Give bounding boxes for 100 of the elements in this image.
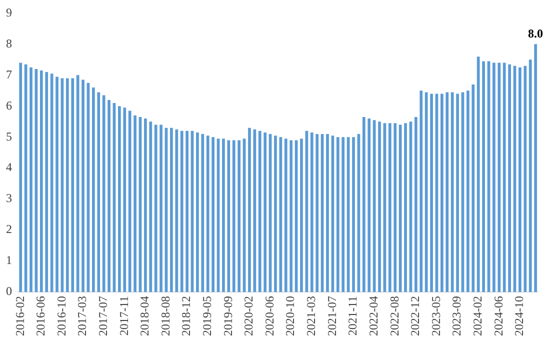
x-tick-label: 2020-10	[283, 296, 298, 336]
bar	[238, 140, 240, 292]
bar	[123, 108, 126, 292]
bar	[528, 60, 532, 292]
y-tick-label: 3	[6, 191, 12, 206]
bar	[134, 115, 136, 292]
x-tick-label: 2016-06	[34, 296, 48, 336]
bar	[502, 62, 506, 292]
bar	[368, 118, 371, 292]
bar	[175, 129, 178, 292]
bar	[450, 92, 454, 292]
bar	[284, 138, 288, 292]
bar	[534, 44, 537, 292]
bar	[45, 72, 48, 292]
bar	[258, 130, 262, 292]
x-tick-label: 2024-02	[470, 296, 484, 336]
bar	[128, 110, 132, 292]
bar	[424, 92, 428, 292]
bar	[336, 137, 340, 292]
bar	[492, 62, 496, 292]
y-tick-label: 9	[6, 5, 12, 20]
bar	[56, 76, 58, 292]
bar	[201, 134, 204, 292]
bar	[222, 138, 225, 292]
bar	[212, 137, 214, 292]
bar	[92, 88, 95, 292]
bar	[326, 134, 329, 292]
bar	[524, 66, 527, 292]
bar	[404, 123, 407, 292]
bar	[206, 136, 210, 292]
bar	[102, 95, 106, 292]
bar	[440, 94, 444, 292]
bar	[498, 62, 501, 292]
x-tick-label: 2018-08	[158, 296, 172, 336]
x-tick-label: 2020-06	[262, 296, 276, 336]
bar	[420, 90, 423, 292]
x-tick-label: 2022-04	[366, 296, 380, 336]
x-tick-label: 2022-12	[408, 296, 422, 336]
x-tick-label: 2016-10	[54, 296, 68, 336]
bar	[264, 132, 267, 292]
bar	[160, 124, 162, 292]
bar	[66, 78, 69, 292]
bar	[40, 70, 43, 292]
x-tick-label: 2016-02	[12, 296, 27, 336]
bar	[316, 134, 319, 292]
bar	[196, 132, 199, 292]
bar	[108, 100, 110, 292]
bar	[394, 123, 397, 292]
bar	[466, 90, 470, 292]
bar	[430, 94, 433, 292]
y-tick-label: 8	[6, 36, 12, 50]
x-tick-label: 2021-11	[346, 296, 360, 336]
bar	[508, 64, 511, 292]
x-tick-label: 2019-05	[200, 296, 214, 336]
bar	[518, 67, 522, 292]
y-tick-label: 0	[6, 284, 12, 298]
bar	[274, 136, 277, 292]
x-tick-label: 2022-08	[387, 296, 402, 336]
bar	[71, 78, 74, 292]
bar	[227, 140, 230, 292]
bar	[118, 106, 121, 292]
bar	[300, 138, 303, 292]
bar	[446, 92, 449, 292]
x-tick-label: 2024-10	[512, 296, 526, 336]
x-tick-label: 2017-03	[75, 296, 90, 336]
bar	[82, 80, 84, 292]
bar	[378, 122, 381, 292]
bar	[342, 137, 345, 292]
x-tick-label: 2023-09	[450, 296, 464, 336]
bar	[310, 132, 314, 292]
bar	[232, 140, 236, 292]
x-tick-label: 2020-02	[242, 296, 256, 336]
y-tick-label: 4	[6, 160, 12, 174]
x-tick-label: 2021-03	[304, 296, 318, 336]
x-tick-label: 2019-09	[220, 296, 235, 336]
y-tick-label: 6	[6, 98, 12, 112]
bar	[170, 128, 173, 292]
y-tick-label: 1	[6, 253, 12, 268]
bar	[414, 116, 418, 292]
x-tick-label: 2023-05	[428, 296, 443, 336]
bar	[476, 56, 480, 292]
bar	[186, 130, 188, 292]
bar	[352, 137, 355, 292]
bar	[30, 67, 32, 292]
bar	[248, 128, 251, 292]
bar	[456, 94, 459, 292]
data-label: 8.0	[528, 26, 544, 40]
bar	[180, 130, 184, 292]
bar	[388, 123, 392, 292]
y-tick-label: 5	[6, 129, 12, 144]
x-tick-label: 2017-11	[116, 296, 131, 336]
y-tick-label: 2	[6, 222, 12, 236]
bar	[253, 129, 256, 292]
bar	[144, 118, 147, 292]
bar	[154, 124, 158, 292]
bar	[290, 140, 293, 292]
x-tick-label: 2021-07	[324, 296, 339, 336]
bar	[482, 61, 485, 292]
y-tick-label: 7	[6, 67, 12, 82]
bar	[362, 116, 366, 292]
